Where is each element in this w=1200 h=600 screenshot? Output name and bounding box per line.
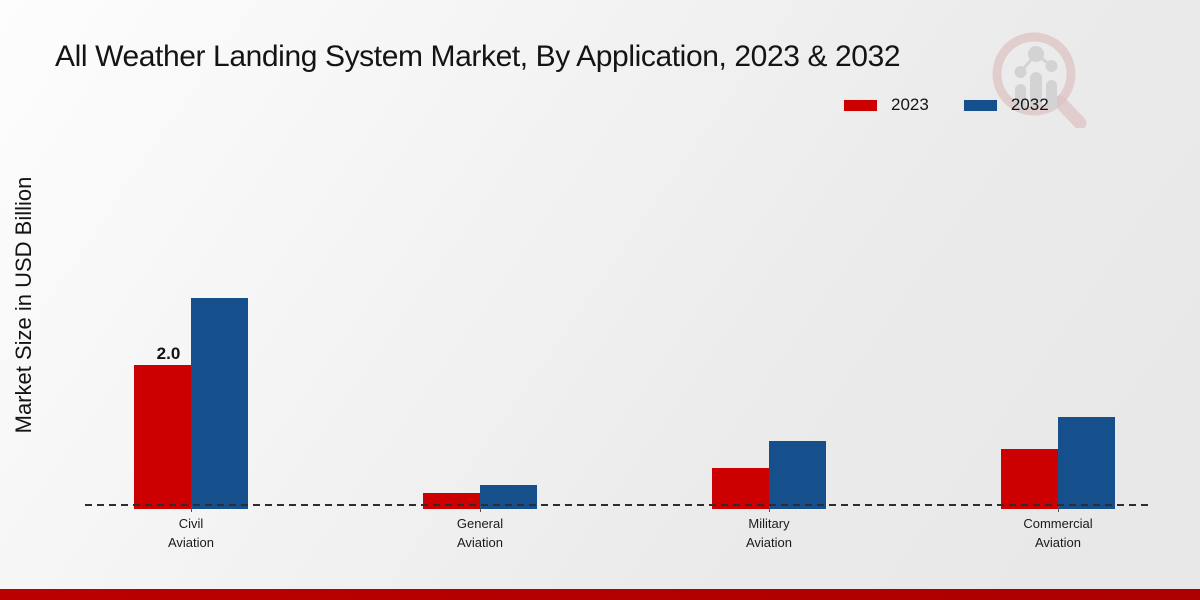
legend-swatch-2032 [962, 98, 998, 112]
footer-accent-bar [0, 589, 1200, 600]
x-axis-label-civil-aviation: Civil Aviation [167, 516, 214, 550]
x-axis-label-commercial-aviation: Commercial Aviation [1023, 516, 1093, 550]
chart-title: All Weather Landing System Market, By Ap… [55, 40, 901, 73]
legend-label-2032: 2032 [1010, 95, 1049, 114]
x-axis-label-general-aviation: General Aviation [456, 516, 504, 550]
bar-2023-military-aviation [712, 467, 769, 509]
legend-item-2023: 2023 [843, 95, 929, 115]
legend-label-2023: 2023 [891, 95, 929, 114]
bar-2023-general-aviation [423, 492, 480, 509]
bar-value-label-civil-aviation: 2.0 [156, 344, 181, 363]
x-axis-tick-civil-aviation [191, 506, 192, 512]
bar-2032-military-aviation [769, 441, 826, 509]
legend-item-2032: 2032 [962, 95, 1049, 115]
bar-2023-civil-aviation [134, 365, 191, 509]
bar-2023-commercial-aviation [1001, 448, 1058, 509]
x-axis-tick-general-aviation [480, 506, 481, 512]
legend: 2023 2032 [843, 95, 1049, 115]
x-axis-baseline [85, 504, 1148, 506]
bar-2032-commercial-aviation [1058, 417, 1115, 509]
legend-swatch-2023 [843, 98, 878, 112]
x-axis-label-military-aviation: Military Aviation [745, 516, 792, 550]
x-axis-tick-military-aviation [769, 506, 770, 512]
x-axis-tick-commercial-aviation [1058, 506, 1059, 512]
market-research-logo-watermark-icon [992, 32, 1087, 128]
bar-2032-civil-aviation [191, 298, 248, 509]
